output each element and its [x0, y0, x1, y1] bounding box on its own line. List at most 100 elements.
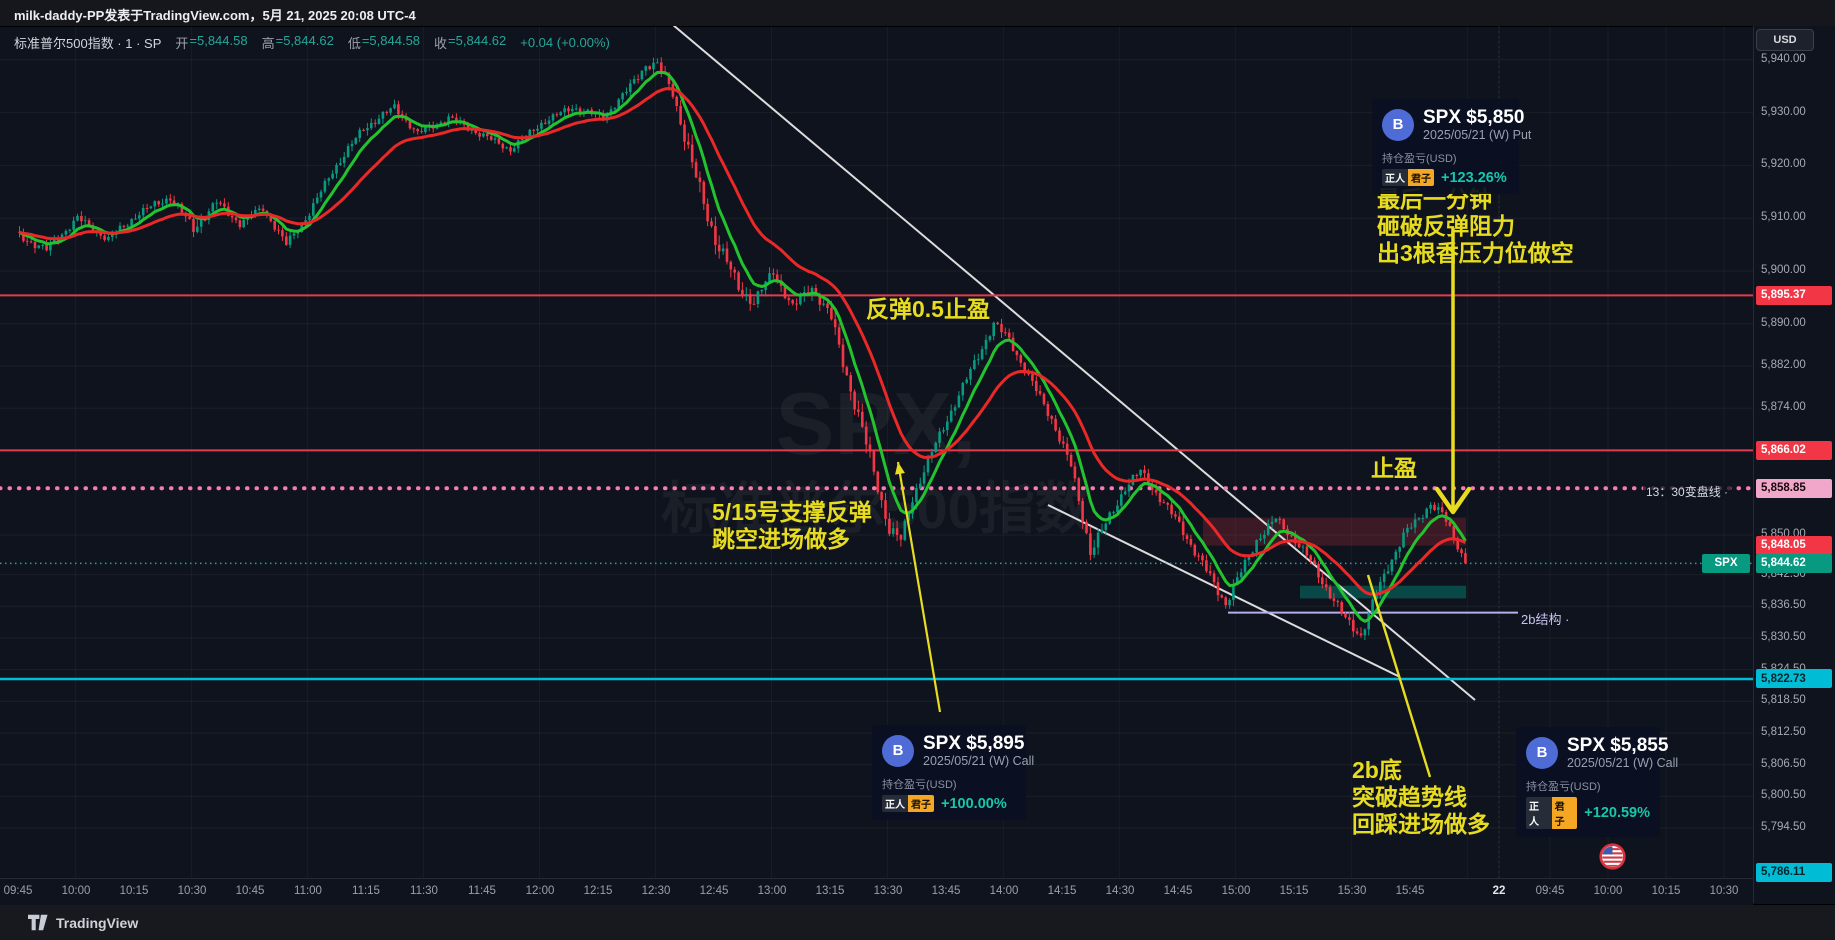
tradingview-logo-text: TradingView — [56, 914, 139, 931]
price-tick-label: 5,910.00 — [1761, 211, 1806, 224]
price-level-chip: 5,858.85 — [1756, 478, 1832, 498]
annotation-last-minute-short[interactable]: 最后一分钟 砸破反弹阻力 出3根香压力位做空 — [1377, 186, 1574, 266]
price-tick-label: 5,800.50 — [1761, 789, 1806, 802]
annotation-2b-bottom-long[interactable]: 2b底 突破趋势线 回踩进场做多 — [1352, 757, 1490, 837]
price-level-chip: 5,866.02 — [1756, 440, 1832, 460]
time-tick-label: 15:15 — [1279, 885, 1309, 897]
annotation-take-profit[interactable]: 止盈 — [1371, 455, 1417, 481]
trade-callout-card[interactable]: B SPX $5,895 2025/05/21 (W) Call 持仓盈亏(US… — [872, 725, 1034, 820]
chart-canvas[interactable]: SPX,标准普尔500指数 — [0, 26, 1753, 878]
price-tick-label: 5,812.50 — [1761, 726, 1806, 738]
time-tick-label: 10:00 — [61, 885, 91, 897]
time-tick-label: 10:15 — [1651, 885, 1681, 897]
time-tick-label: 10:45 — [235, 885, 265, 897]
time-tick-label: 13:00 — [757, 885, 787, 897]
time-tick-label: 13:45 — [931, 885, 961, 897]
time-tick-label: 12:00 — [525, 885, 555, 897]
time-tick-label: 11:00 — [294, 885, 322, 897]
user-badge: 正人 君子 — [1382, 169, 1434, 186]
us-flag-event-icon[interactable] — [1599, 843, 1626, 870]
trade-contract: 2025/05/21 (W) Put — [1423, 128, 1532, 142]
price-tick-label: 5,806.50 — [1761, 757, 1806, 770]
spx-symbol-tag: SPX — [1702, 553, 1750, 573]
pnl-label: 持仓盈亏(USD) — [1382, 153, 1457, 165]
price-tick-label: 5,890.00 — [1761, 316, 1806, 329]
attribution-bar: milk-daddy-PP发表于TradingView.com，5月 21, 2… — [0, 0, 1835, 27]
ohlc-high: 高 =5,844.62 — [261, 32, 334, 51]
pnl-value: +120.59% — [1584, 805, 1650, 821]
pnl-label: 持仓盈亏(USD) — [882, 779, 957, 791]
trade-title: SPX $5,895 — [923, 733, 1025, 754]
symbol-legend[interactable]: 标准普尔500指数 · 1 · SP 开 =5,844.58 高 =5,844.62… — [14, 33, 610, 51]
trade-contract: 2025/05/21 (W) Call — [1567, 756, 1679, 770]
time-tick-label: 13:30 — [873, 885, 903, 897]
trade-callout-card[interactable]: B SPX $5,850 2025/05/21 (W) Put 持仓盈亏(USD… — [1372, 99, 1531, 194]
price-tick-label: 5,940.00 — [1761, 52, 1806, 65]
price-tick-label: 5,836.50 — [1761, 599, 1806, 612]
price-tick-label: 5,920.00 — [1761, 158, 1806, 171]
annotation-515-support[interactable]: 5/15号支撑反弹 跳空进场做多 — [712, 499, 872, 552]
time-tick-label: 14:00 — [989, 885, 1019, 897]
price-tick-label: 5,818.50 — [1761, 694, 1806, 707]
time-tick-label: 09:45 — [1535, 885, 1565, 897]
time-tick-label: 10:30 — [1709, 885, 1739, 897]
currency-button[interactable]: USD — [1756, 29, 1814, 51]
price-tick-label: 5,794.50 — [1761, 821, 1806, 834]
time-tick-label: 10:15 — [119, 885, 149, 897]
time-tick-label: 11:30 — [410, 885, 438, 897]
change-value: +0.04 (+0.00%) — [520, 34, 610, 50]
price-tick-label: 5,882.00 — [1761, 359, 1806, 372]
pnl-label: 持仓盈亏(USD) — [1526, 781, 1601, 793]
tradingview-logo-icon — [28, 914, 48, 931]
buy-badge-icon: B — [882, 734, 914, 767]
pnl-value: +123.26% — [1441, 169, 1507, 186]
price-tick-label: 5,930.00 — [1761, 105, 1806, 118]
ohlc-close: 收 =5,844.62 — [434, 32, 507, 51]
time-tick-label: 09:45 — [3, 885, 33, 897]
time-tick-label: 15:45 — [1395, 885, 1425, 897]
trade-title: SPX $5,855 — [1567, 735, 1669, 756]
time-tick-label: 11:45 — [468, 885, 496, 897]
trade-title: SPX $5,850 — [1423, 107, 1525, 128]
pink-line-label[interactable]: 13：30变盘线 · — [1643, 483, 1732, 500]
tradingview-brand[interactable]: TradingView — [28, 914, 138, 931]
time-tick-label: 14:15 — [1047, 885, 1077, 897]
time-axis[interactable]: 09:45 10:00 10:15 10:30 10:45 11:00 11:15 11:30… — [0, 878, 1753, 905]
footer-bar: TradingView — [0, 904, 1835, 940]
time-tick-label: 12:30 — [641, 885, 671, 897]
time-tick-label: 15:30 — [1337, 885, 1367, 897]
buy-badge-icon: B — [1382, 108, 1414, 141]
time-tick-label: 14:45 — [1163, 885, 1193, 897]
user-badge: 正人 君子 — [882, 795, 934, 812]
price-tick-label: 5,830.50 — [1761, 630, 1806, 643]
price-tick-label: 5,900.00 — [1761, 264, 1806, 276]
ohlc-open: 开 =5,844.58 — [175, 32, 248, 51]
time-tick-label: 14:30 — [1105, 885, 1135, 897]
2b-structure-label[interactable]: 2b结构 · — [1521, 612, 1570, 627]
annotation-rebound-take-profit[interactable]: 反弹0.5止盈 — [866, 296, 990, 322]
time-tick-label: 15:00 — [1221, 885, 1251, 897]
time-tick-label: 10:00 — [1593, 885, 1623, 897]
attribution-text: milk-daddy-PP发表于TradingView.com，5月 21, 2… — [14, 8, 416, 23]
time-tick-label: 12:15 — [583, 885, 613, 897]
time-tick-label: 22 — [1492, 885, 1506, 897]
price-level-chip: 5,822.73 — [1756, 669, 1832, 689]
user-badge: 正人 君子 — [1526, 797, 1578, 829]
price-level-chip: 5,895.37 — [1756, 285, 1832, 305]
price-level-chip: 5,844.62 — [1756, 553, 1832, 573]
price-level-chip: 5,786.11 — [1756, 862, 1832, 882]
time-tick-label: 13:15 — [815, 885, 845, 897]
symbol-title[interactable]: 标准普尔500指数 · 1 · SP — [14, 35, 162, 51]
price-level-chip: 5,848.05 — [1756, 535, 1832, 555]
price-tick-label: 5,874.00 — [1761, 401, 1806, 414]
trade-callout-card[interactable]: B SPX $5,855 2025/05/21 (W) Call 持仓盈亏(US… — [1516, 727, 1678, 837]
pnl-value: +100.00% — [941, 795, 1007, 812]
price-axis[interactable]: 5,940.00 5,930.00 5,920.00 5,910.00 5,900.00… — [1753, 26, 1835, 903]
buy-badge-icon: B — [1526, 736, 1558, 769]
time-tick-label: 11:15 — [352, 885, 380, 897]
time-tick-label: 10:30 — [177, 885, 207, 897]
trade-contract: 2025/05/21 (W) Call — [923, 754, 1035, 768]
time-tick-label: 12:45 — [699, 885, 729, 897]
ohlc-low: 低 =5,844.58 — [347, 32, 421, 51]
